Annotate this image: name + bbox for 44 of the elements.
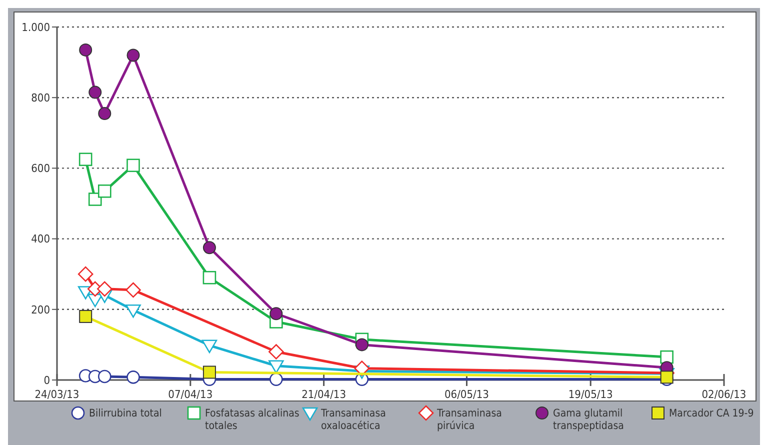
point bbox=[126, 304, 141, 318]
point bbox=[126, 370, 140, 384]
legend-label: Fosfatasas alcalinas totales bbox=[205, 408, 300, 432]
y-tick-label: 1.000 bbox=[22, 20, 50, 34]
x-tick-label: 02/06/13 bbox=[702, 388, 746, 401]
point bbox=[79, 43, 92, 56]
point bbox=[79, 310, 92, 323]
legend-label: Transaminasa oxaloacética bbox=[320, 408, 386, 432]
point bbox=[126, 48, 140, 62]
point bbox=[98, 370, 112, 384]
y-tick-label: 800 bbox=[31, 91, 50, 104]
y-tick-label: 200 bbox=[31, 303, 50, 316]
point bbox=[270, 372, 283, 386]
x-tick-label: 24/03/13 bbox=[34, 388, 80, 401]
point bbox=[202, 241, 216, 254]
point bbox=[126, 282, 141, 298]
y-tick-label: 600 bbox=[31, 162, 50, 176]
point bbox=[78, 152, 92, 166]
x-tick-label: 19/05/13 bbox=[568, 388, 613, 401]
x-tick-label: 07/04/13 bbox=[168, 388, 213, 401]
point bbox=[96, 281, 112, 297]
point bbox=[202, 270, 216, 284]
point bbox=[126, 158, 140, 172]
point bbox=[98, 184, 112, 198]
legend-label: Bilirrubina total bbox=[89, 408, 162, 420]
point bbox=[202, 340, 218, 354]
point bbox=[268, 360, 284, 374]
legend-label: Marcador CA 19-9 bbox=[669, 408, 754, 420]
x-tick-label: 21/04/13 bbox=[302, 388, 346, 401]
point bbox=[88, 86, 102, 99]
point bbox=[355, 338, 368, 352]
point bbox=[268, 344, 284, 360]
point bbox=[660, 350, 674, 364]
point bbox=[354, 360, 370, 376]
point bbox=[270, 307, 283, 320]
point bbox=[202, 366, 216, 379]
point bbox=[78, 266, 94, 282]
point bbox=[98, 106, 112, 120]
legend-label: Transaminasa pirúvica bbox=[436, 408, 502, 432]
point bbox=[88, 192, 102, 206]
y-tick-label: 400 bbox=[31, 232, 50, 246]
x-tick-label: 06/05/13 bbox=[444, 388, 489, 401]
y-tick-label: 0 bbox=[44, 374, 50, 387]
legend-label: Gama glutamil transpeptidasa bbox=[553, 408, 624, 432]
